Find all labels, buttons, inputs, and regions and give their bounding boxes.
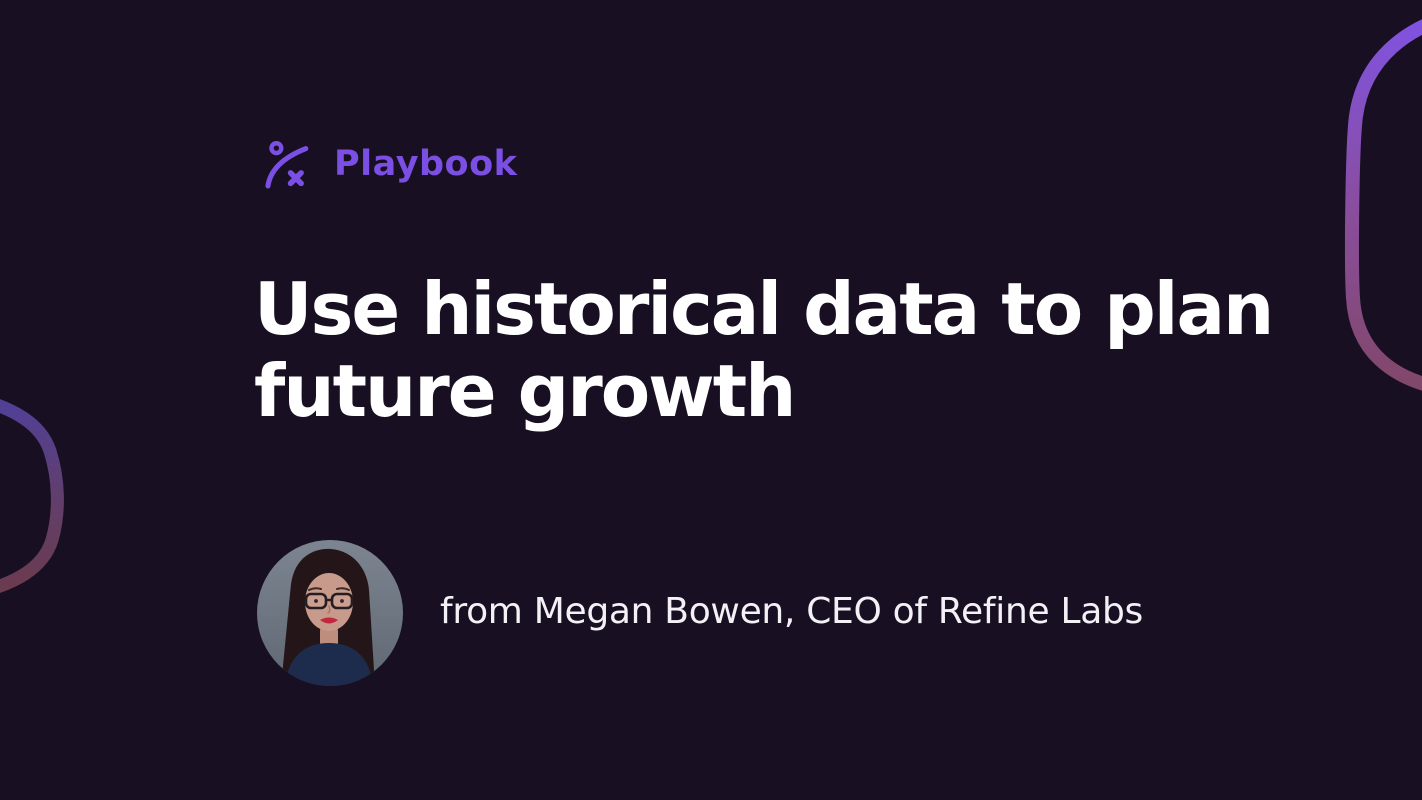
avatar-portrait-illustration xyxy=(257,540,403,686)
rounded-outline-shape-bottom-left xyxy=(0,399,64,593)
brand-wordmark: Playbook xyxy=(334,144,518,184)
page-title: Use historical data to plan future growt… xyxy=(254,267,1274,434)
avatar xyxy=(257,540,403,686)
title-line-1: Use historical data to plan xyxy=(254,267,1274,351)
rounded-outline-shape-top-right xyxy=(1345,19,1422,391)
title-line-2: future growth xyxy=(254,349,796,434)
byline: from Megan Bowen, CEO of Refine Labs xyxy=(440,591,1143,632)
author-block xyxy=(257,540,403,686)
brand-logo: Playbook xyxy=(257,136,517,192)
tactic-play-icon xyxy=(265,141,309,189)
